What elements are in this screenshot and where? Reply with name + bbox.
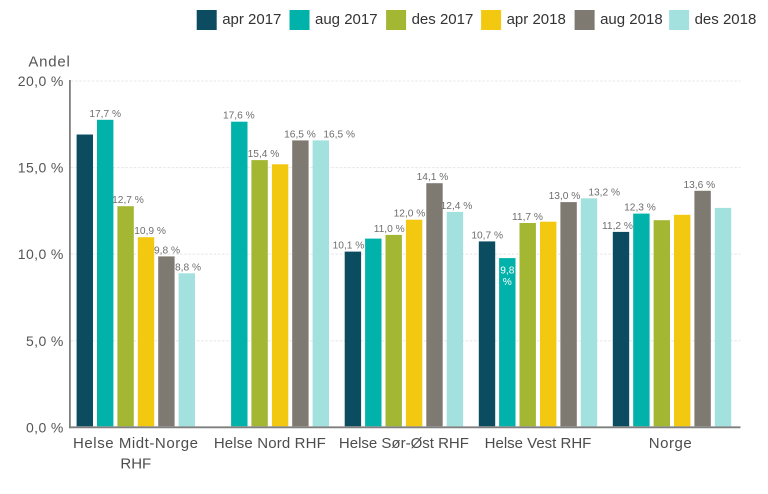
svg-text:16,5 %: 16,5 % [284, 129, 316, 140]
svg-text:17,7 %: 17,7 % [89, 109, 121, 120]
svg-text:11,2 %: 11,2 % [602, 221, 633, 232]
svg-text:%: % [503, 277, 512, 288]
svg-text:0,0 %: 0,0 % [26, 420, 64, 436]
svg-text:13,2 %: 13,2 % [588, 187, 620, 198]
svg-text:aug 2018: aug 2018 [600, 11, 663, 28]
svg-text:15,0 %: 15,0 % [18, 160, 64, 176]
svg-text:12,0 %: 12,0 % [394, 209, 426, 220]
svg-text:13,6 %: 13,6 % [683, 180, 715, 191]
svg-text:Helse Nord RHF: Helse Nord RHF [214, 435, 326, 452]
svg-text:12,7 %: 12,7 % [112, 195, 144, 206]
svg-text:Andel: Andel [28, 54, 70, 71]
svg-text:aug 2017: aug 2017 [315, 11, 378, 28]
svg-text:10,1 %: 10,1 % [333, 241, 365, 252]
svg-text:Helse Sør-Øst RHF: Helse Sør-Øst RHF [339, 435, 469, 452]
svg-text:10,9 %: 10,9 % [134, 226, 166, 237]
svg-text:Helse Vest RHF: Helse Vest RHF [485, 435, 592, 452]
svg-text:12,3 %: 12,3 % [624, 203, 656, 214]
svg-text:10,7 %: 10,7 % [471, 230, 503, 241]
svg-text:9,8 %: 9,8 % [154, 245, 180, 256]
svg-text:Norge: Norge [649, 435, 693, 452]
svg-text:Helse Midt-Norge: Helse Midt-Norge [73, 435, 199, 452]
svg-text:5,0 %: 5,0 % [26, 333, 64, 349]
svg-text:apr 2018: apr 2018 [507, 11, 566, 28]
svg-text:17,6 %: 17,6 % [223, 111, 255, 122]
svg-text:apr 2017: apr 2017 [222, 11, 281, 28]
svg-text:9,8: 9,8 [500, 266, 514, 277]
svg-text:11,7 %: 11,7 % [512, 212, 543, 223]
svg-text:des 2018: des 2018 [695, 11, 757, 28]
svg-text:8,8 %: 8,8 % [175, 262, 201, 273]
svg-text:20,0 %: 20,0 % [18, 73, 64, 89]
svg-text:des 2017: des 2017 [412, 11, 474, 28]
svg-text:RHF: RHF [120, 456, 151, 473]
svg-text:16,5 %: 16,5 % [323, 129, 355, 140]
svg-text:14,1 %: 14,1 % [417, 172, 449, 183]
svg-text:11,0 %: 11,0 % [374, 224, 405, 235]
svg-text:13,0 %: 13,0 % [549, 191, 581, 202]
svg-text:15,4 %: 15,4 % [248, 149, 280, 160]
svg-text:12,4 %: 12,4 % [441, 201, 473, 212]
svg-text:10,0 %: 10,0 % [18, 246, 64, 262]
